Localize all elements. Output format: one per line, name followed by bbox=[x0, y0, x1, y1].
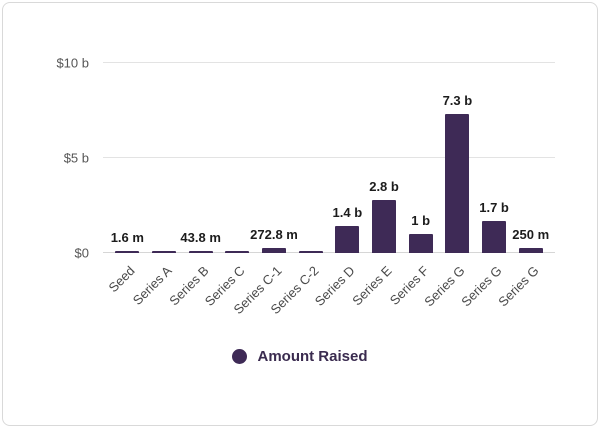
bar[interactable] bbox=[482, 220, 507, 253]
x-axis-labels: Seed Series A Series B Series C Series C-1 Se… bbox=[103, 253, 555, 331]
bar-slot: 1.6 m bbox=[109, 63, 146, 253]
bar[interactable] bbox=[152, 251, 176, 253]
bar[interactable] bbox=[298, 251, 323, 253]
bar-slot: 1.4 b bbox=[329, 63, 366, 253]
bar-value-label: 1 b bbox=[411, 213, 431, 228]
bar-value-label: 1.7 b bbox=[479, 199, 509, 215]
legend[interactable]: Amount Raised bbox=[3, 348, 597, 365]
y-axis: $0 $5 b $10 b bbox=[3, 56, 103, 261]
bar-slot: 1 b bbox=[402, 63, 439, 253]
gridline bbox=[103, 252, 555, 253]
bar[interactable] bbox=[372, 199, 397, 253]
bar[interactable] bbox=[115, 251, 140, 253]
bar-slot: 7.3 b bbox=[439, 63, 476, 253]
gridline bbox=[103, 62, 555, 63]
y-tick-label: $10 b bbox=[56, 55, 89, 71]
bar[interactable] bbox=[335, 226, 360, 253]
legend-circle-icon bbox=[232, 349, 248, 364]
bar-value-label: 43.8 m bbox=[180, 230, 221, 245]
bar-slot: 272.8 m bbox=[250, 63, 298, 253]
y-tick-label: $0 bbox=[74, 245, 89, 261]
bars-row: 1.6 m 43.8 m 272.8 m 1.4 b 2.8 b 1 b 7.3 b 1.7 … bbox=[103, 63, 555, 253]
bar-value-label: 1.6 m bbox=[110, 230, 144, 245]
x-axis-label: Seed bbox=[105, 263, 138, 296]
bar-value-label: 250 m bbox=[512, 227, 550, 243]
bar-value-label: 2.8 b bbox=[369, 178, 399, 194]
bar-slot: 43.8 m bbox=[180, 63, 221, 253]
legend-label: Amount Raised bbox=[257, 348, 368, 365]
bar-value-label: 272.8 m bbox=[250, 226, 298, 242]
bar[interactable] bbox=[408, 234, 433, 253]
bar-slot bbox=[219, 63, 256, 253]
plot-wrap: 1.6 m 43.8 m 272.8 m 1.4 b 2.8 b 1 b 7.3 b 1.7 … bbox=[103, 62, 555, 331]
plot-area: 1.6 m 43.8 m 272.8 m 1.4 b 2.8 b 1 b 7.3 b 1.7 … bbox=[103, 62, 555, 253]
bar[interactable] bbox=[225, 251, 250, 253]
bar[interactable] bbox=[188, 251, 213, 253]
x-slot: Series G bbox=[495, 253, 549, 331]
bar-slot: 1.7 b bbox=[476, 63, 513, 253]
y-tick-label: $5 b bbox=[63, 150, 89, 166]
bar-slot: 250 m bbox=[512, 63, 549, 253]
bar[interactable] bbox=[445, 114, 470, 253]
bar[interactable] bbox=[518, 248, 543, 253]
bar-slot bbox=[146, 63, 183, 253]
bar-slot bbox=[292, 63, 329, 253]
bar[interactable] bbox=[262, 247, 287, 253]
bar-slot: 2.8 b bbox=[366, 63, 403, 253]
chart-region: $0 $5 b $10 b 1.6 m 43.8 m 272.8 m 1.4 b 2.8 b… bbox=[3, 56, 597, 331]
bar-value-label: 7.3 b bbox=[442, 93, 473, 109]
gridline bbox=[103, 157, 555, 158]
bar-value-label: 1.4 b bbox=[332, 205, 363, 221]
